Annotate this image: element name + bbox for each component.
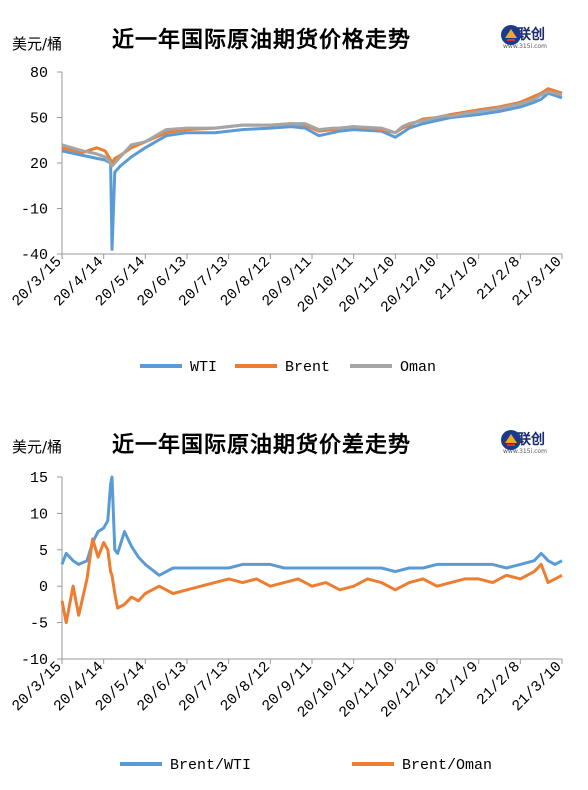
- legend-brent-label: Brent: [285, 359, 330, 376]
- y-tick-label: 20: [30, 156, 48, 173]
- series-line-brent-wti: [60, 475, 563, 577]
- legend-brent-oman-label: Brent/Oman: [402, 757, 492, 774]
- x-tick-label: 21/1/9: [432, 254, 482, 304]
- price-chart-unit: 美元/桶: [12, 35, 63, 53]
- logo-2: 金联创 www.315i.com: [500, 429, 547, 456]
- logo-sub: www.315i.com: [503, 43, 547, 50]
- legend-brent-wti-label: Brent/WTI: [170, 757, 251, 774]
- logo-icon: [501, 25, 521, 45]
- spread-chart: 151050-5-1020/3/1520/4/1420/5/1420/6/132…: [9, 470, 566, 774]
- legend-oman-label: Oman: [400, 359, 436, 376]
- logo-sub: www.315i.com: [503, 448, 547, 455]
- price-chart: 805020-10-4020/3/1520/4/1420/5/1420/6/13…: [9, 65, 566, 376]
- price-chart-panel: 美元/桶 近一年国际原油期货价格走势 金联创 www.315i.com 80 50…: [9, 24, 566, 376]
- y-tick-label: -40: [21, 247, 48, 264]
- spread-chart-title: 近一年国际原油期货价差走势: [112, 433, 412, 458]
- logo: 金联创 www.315i.com: [500, 24, 547, 51]
- spread-chart-panel: 美元/桶 近一年国际原油期货价差走势 金联创 www.315i.com 15 10…: [0, 395, 588, 790]
- logo-icon: [501, 430, 521, 450]
- series-line-brent-oman: [60, 537, 563, 625]
- y-tick-label: -10: [21, 652, 48, 669]
- y-tick-label: 15: [30, 470, 48, 487]
- y-tick-label: -10: [21, 202, 48, 219]
- x-tick-label: 21/1/9: [432, 659, 482, 709]
- y-tick-label: -5: [30, 616, 48, 633]
- series-line-wti: [61, 91, 563, 251]
- y-tick-label: 50: [30, 111, 48, 128]
- spread-chart-unit: 美元/桶: [12, 438, 63, 456]
- y-tick-label: 80: [30, 65, 48, 82]
- y-tick-label: 5: [39, 543, 48, 560]
- y-tick-label: 10: [30, 506, 48, 523]
- series-line-oman: [61, 90, 563, 168]
- price-chart-title: 近一年国际原油期货价格走势: [112, 28, 412, 53]
- y-tick-label: 0: [39, 579, 48, 596]
- legend-wti-label: WTI: [190, 359, 217, 376]
